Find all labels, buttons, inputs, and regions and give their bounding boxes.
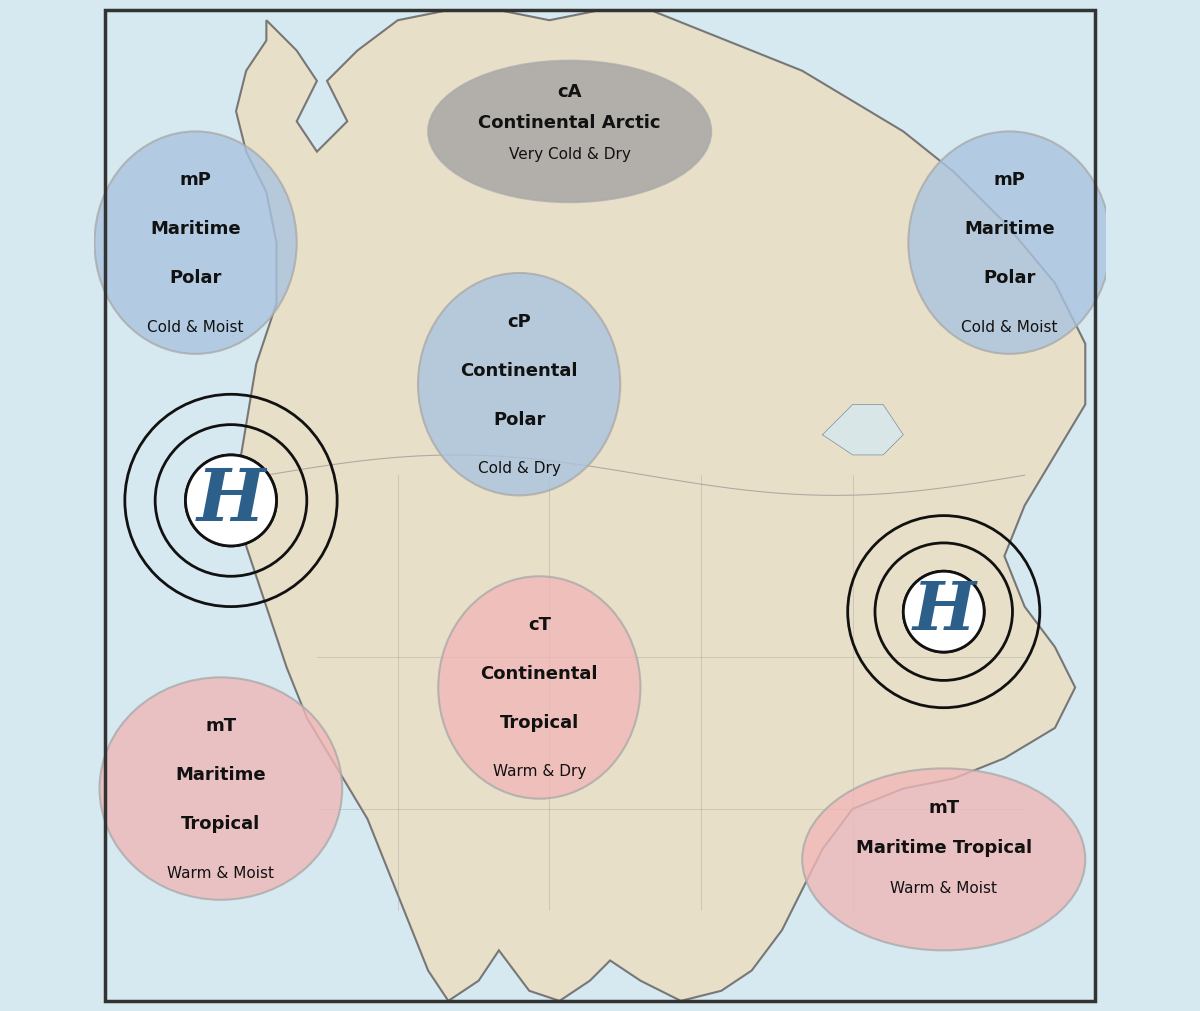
Ellipse shape xyxy=(803,768,1085,950)
Circle shape xyxy=(186,455,276,546)
Text: Maritime: Maritime xyxy=(150,220,241,239)
Text: Continental: Continental xyxy=(480,665,598,683)
Text: Tropical: Tropical xyxy=(181,815,260,833)
Circle shape xyxy=(904,571,984,652)
Text: mT: mT xyxy=(928,800,959,818)
Text: Very Cold & Dry: Very Cold & Dry xyxy=(509,147,631,162)
Text: Cold & Moist: Cold & Moist xyxy=(148,319,244,335)
Text: mT: mT xyxy=(205,717,236,735)
Text: Continental: Continental xyxy=(461,362,578,380)
Text: H: H xyxy=(197,465,265,536)
Text: Tropical: Tropical xyxy=(499,714,578,732)
Text: Polar: Polar xyxy=(169,269,222,287)
Text: Warm & Dry: Warm & Dry xyxy=(493,764,586,779)
Text: Polar: Polar xyxy=(983,269,1036,287)
Text: Warm & Moist: Warm & Moist xyxy=(167,865,275,881)
Text: Polar: Polar xyxy=(493,410,545,429)
Ellipse shape xyxy=(438,576,641,799)
Ellipse shape xyxy=(428,61,712,202)
Ellipse shape xyxy=(908,131,1110,354)
Polygon shape xyxy=(236,10,1085,1001)
Text: Maritime: Maritime xyxy=(175,766,266,785)
Text: cT: cT xyxy=(528,616,551,634)
Text: mP: mP xyxy=(180,171,211,189)
Text: Continental Arctic: Continental Arctic xyxy=(479,114,661,132)
Ellipse shape xyxy=(100,677,342,900)
Ellipse shape xyxy=(95,131,296,354)
Text: Maritime Tropical: Maritime Tropical xyxy=(856,839,1032,857)
Text: Maritime: Maritime xyxy=(964,220,1055,239)
Text: mP: mP xyxy=(994,171,1025,189)
Text: Cold & Moist: Cold & Moist xyxy=(961,319,1057,335)
Text: Cold & Dry: Cold & Dry xyxy=(478,461,560,476)
Text: Warm & Moist: Warm & Moist xyxy=(890,881,997,896)
Text: H: H xyxy=(912,579,976,644)
Text: cA: cA xyxy=(558,83,582,101)
Polygon shape xyxy=(822,404,904,455)
Ellipse shape xyxy=(418,273,620,495)
Text: cP: cP xyxy=(508,312,530,331)
